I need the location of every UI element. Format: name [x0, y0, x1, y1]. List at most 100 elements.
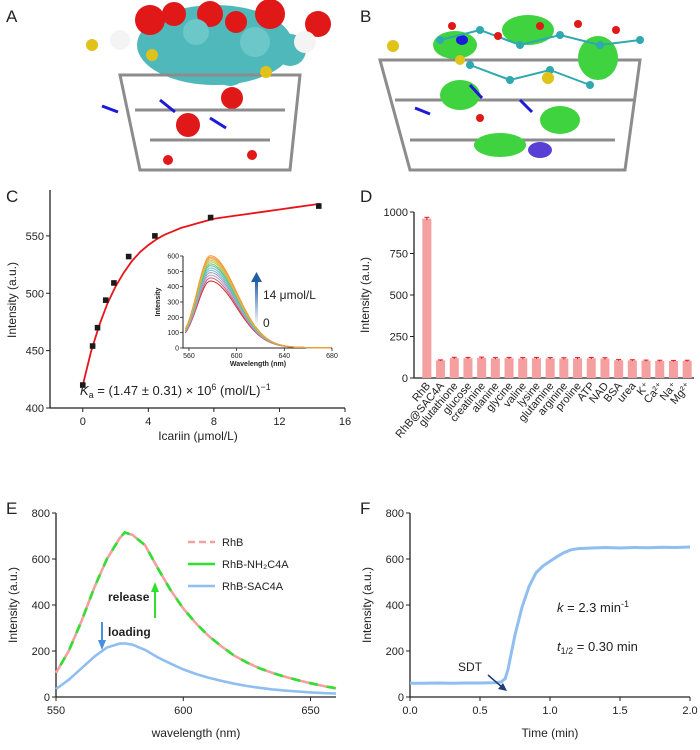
x-tick-label: 600 [174, 705, 192, 717]
x-tick-label: 0.0 [402, 705, 417, 717]
c-inset-x-tick-label: 640 [278, 353, 290, 360]
panel-f-kinetics: 0.0 0.5 1.0 1.5 2.0 0 200 400 600 800 Intensity (… [360, 508, 698, 740]
c-inset-x-tick-label: 680 [326, 353, 338, 360]
d-y-tick-label: 1000 [384, 207, 408, 219]
c-inset-gradient-arrow [255, 280, 258, 326]
y-tick-label: 600 [386, 554, 404, 566]
d-bar [586, 358, 596, 378]
y-tick-label: 400 [386, 600, 404, 612]
c-data-point [89, 343, 96, 349]
panel-letter-b: B [360, 7, 371, 26]
f-rate-annotation: k = 2.3 min-1 [557, 599, 629, 615]
e-loading-label: loading [108, 625, 151, 639]
c-inset-y-tick-label: 500 [167, 269, 179, 276]
panel-letter-f: F [360, 499, 370, 518]
x-tick-label: 0.5 [472, 705, 487, 717]
f-halflife-annotation: t1/2 = 0.30 min [557, 639, 638, 656]
d-y-tick-label: 500 [390, 290, 408, 302]
d-y-tick-label: 250 [390, 332, 408, 344]
e-series-line-1 [54, 531, 337, 690]
y-tick-label: 200 [386, 646, 404, 658]
d-bar [614, 360, 624, 378]
x-tick-label: 650 [301, 705, 319, 717]
panel-letter-c: C [6, 187, 18, 206]
d-bar [559, 358, 569, 378]
e-legend-label: RhB-NH₂C4A [222, 559, 289, 571]
f-intensity-trace [410, 545, 691, 685]
c-data-point [79, 382, 86, 388]
interaction-map-b [378, 15, 644, 172]
d-bar [449, 358, 459, 378]
c-inset-y-tick-label: 100 [167, 330, 179, 337]
x-tick-label: 16 [339, 416, 351, 428]
c-inset-arrow-top-label: 14 μmol/L [263, 288, 316, 302]
y-tick-label: 200 [32, 646, 50, 658]
y-tick-label: 450 [26, 346, 44, 358]
panel-letter-e: E [6, 499, 17, 518]
e-series-line-2 [55, 642, 337, 695]
f-sdt-arrow [487, 674, 504, 689]
y-tick-label: 400 [32, 600, 50, 612]
x-tick-label: 2.0 [682, 705, 697, 717]
e-series-line-0 [54, 531, 337, 690]
d-bar [600, 358, 610, 378]
y-tick-label: 550 [26, 231, 44, 243]
e-x-axis-title: wavelength (nm) [151, 726, 241, 740]
x-tick-label: 1.0 [542, 705, 557, 717]
y-tick-label: 0 [398, 692, 404, 704]
c-x-axis-title: Icariin (μmol/L) [158, 429, 238, 443]
c-inset-spectrum-line [184, 272, 331, 349]
y-tick-label: 400 [26, 403, 44, 415]
c-data-point [315, 203, 322, 209]
f-sdt-label: SDT [458, 660, 483, 674]
d-y-tick-label: 0 [402, 373, 408, 385]
c-data-point [94, 324, 101, 331]
f-x-axis-title: Time (min) [522, 726, 579, 740]
c-data-point [102, 297, 109, 303]
c-data-point [207, 214, 214, 221]
y-tick-label: 0 [44, 692, 50, 704]
d-bar [518, 358, 528, 378]
d-bar [436, 360, 446, 378]
panel-e-release-spectra: 550 600 650 0 200 400 600 800 RhB RhB-NH₂C4A RhB-… [6, 508, 337, 740]
x-tick-label: 0 [80, 416, 86, 428]
c-inset-y-tick-label: 400 [167, 284, 179, 291]
c-inset-spectrum-line [184, 274, 331, 349]
y-tick-label: 800 [32, 508, 50, 520]
d-bar [422, 218, 432, 378]
e-legend-label: RhB-SAC4A [222, 581, 284, 593]
c-inset-y-tick-label: 0 [175, 346, 179, 353]
c-inset-arrow-bottom-label: 0 [263, 316, 270, 330]
y-tick-label: 500 [26, 288, 44, 300]
d-bar [668, 361, 678, 378]
f-y-axis-title: Intensity (a.u.) [360, 567, 374, 643]
c-inset-spectra: 560 600 640 680 0 100 200 300 400 500 600 Waveleng… [155, 254, 338, 369]
x-tick-label: 1.5 [612, 705, 627, 717]
x-tick-label: 8 [211, 416, 217, 428]
c-data-point [152, 233, 158, 239]
c-fit-curve [81, 202, 321, 386]
c-data-point [111, 280, 117, 286]
d-bar [545, 358, 555, 378]
y-tick-label: 600 [32, 554, 50, 566]
c-y-axis-title: Intensity (a.u.) [5, 262, 19, 338]
d-bar [627, 360, 637, 378]
x-tick-label: 12 [273, 416, 285, 428]
panel-c-binding-titration: 0 4 8 12 16 400 450 500 550 Intensity (a.u.) Ica… [5, 190, 351, 443]
c-inset-x-title: Wavelength (nm) [230, 361, 286, 368]
x-tick-label: 550 [47, 705, 65, 717]
d-bar [477, 357, 487, 378]
c-inset-spectrum-line [184, 255, 331, 349]
e-release-label: release [108, 590, 150, 604]
y-tick-label: 800 [386, 508, 404, 520]
c-inset-x-tick-label: 600 [231, 353, 243, 360]
c-ka-annotation: Ka = (1.47 ± 0.31) × 106 (mol/L)−1 [80, 382, 271, 400]
panel-letter-a: A [6, 7, 18, 26]
d-bar [655, 360, 665, 378]
d-bar [641, 360, 651, 378]
molecular-model-a [86, 0, 331, 172]
d-bar [531, 358, 541, 378]
d-bar [463, 358, 473, 378]
